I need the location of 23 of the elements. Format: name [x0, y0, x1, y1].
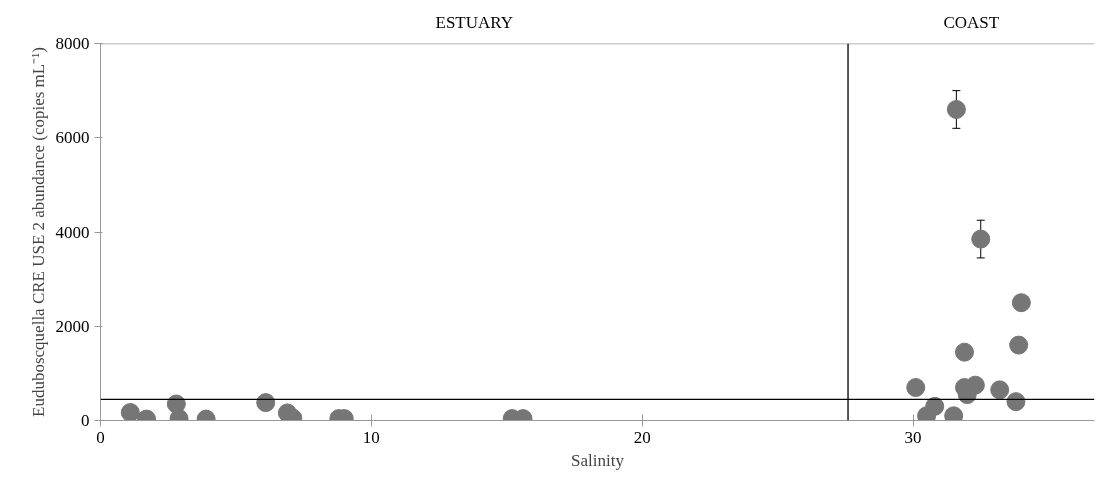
x-axis-title: Salinity [571, 450, 625, 470]
x-tick-label: 30 [904, 427, 922, 447]
point [990, 380, 1010, 400]
x-tick-label: 0 [96, 427, 105, 447]
y-axis-title: Euduboscquella CRE USE 2 abundance (copies mL⁻¹) [28, 47, 48, 417]
text: ESTUARY [435, 12, 514, 32]
text: COAST [943, 12, 1000, 32]
point [1009, 335, 1029, 355]
y-tick-label: 8000 [55, 34, 90, 53]
y-tick-label: 0 [81, 411, 90, 430]
point [954, 342, 974, 362]
point [906, 378, 926, 397]
y-tick-label: 4000 [55, 222, 90, 242]
point [120, 403, 140, 421]
point [1011, 293, 1031, 313]
point [256, 393, 276, 413]
point [946, 99, 966, 119]
point [1006, 392, 1026, 412]
point [971, 229, 991, 249]
x-tick-label: 20 [633, 427, 651, 447]
y-tick-label: 6000 [55, 128, 90, 148]
y-tick-label: 2000 [55, 316, 90, 336]
x-tick-label: 10 [362, 427, 380, 447]
